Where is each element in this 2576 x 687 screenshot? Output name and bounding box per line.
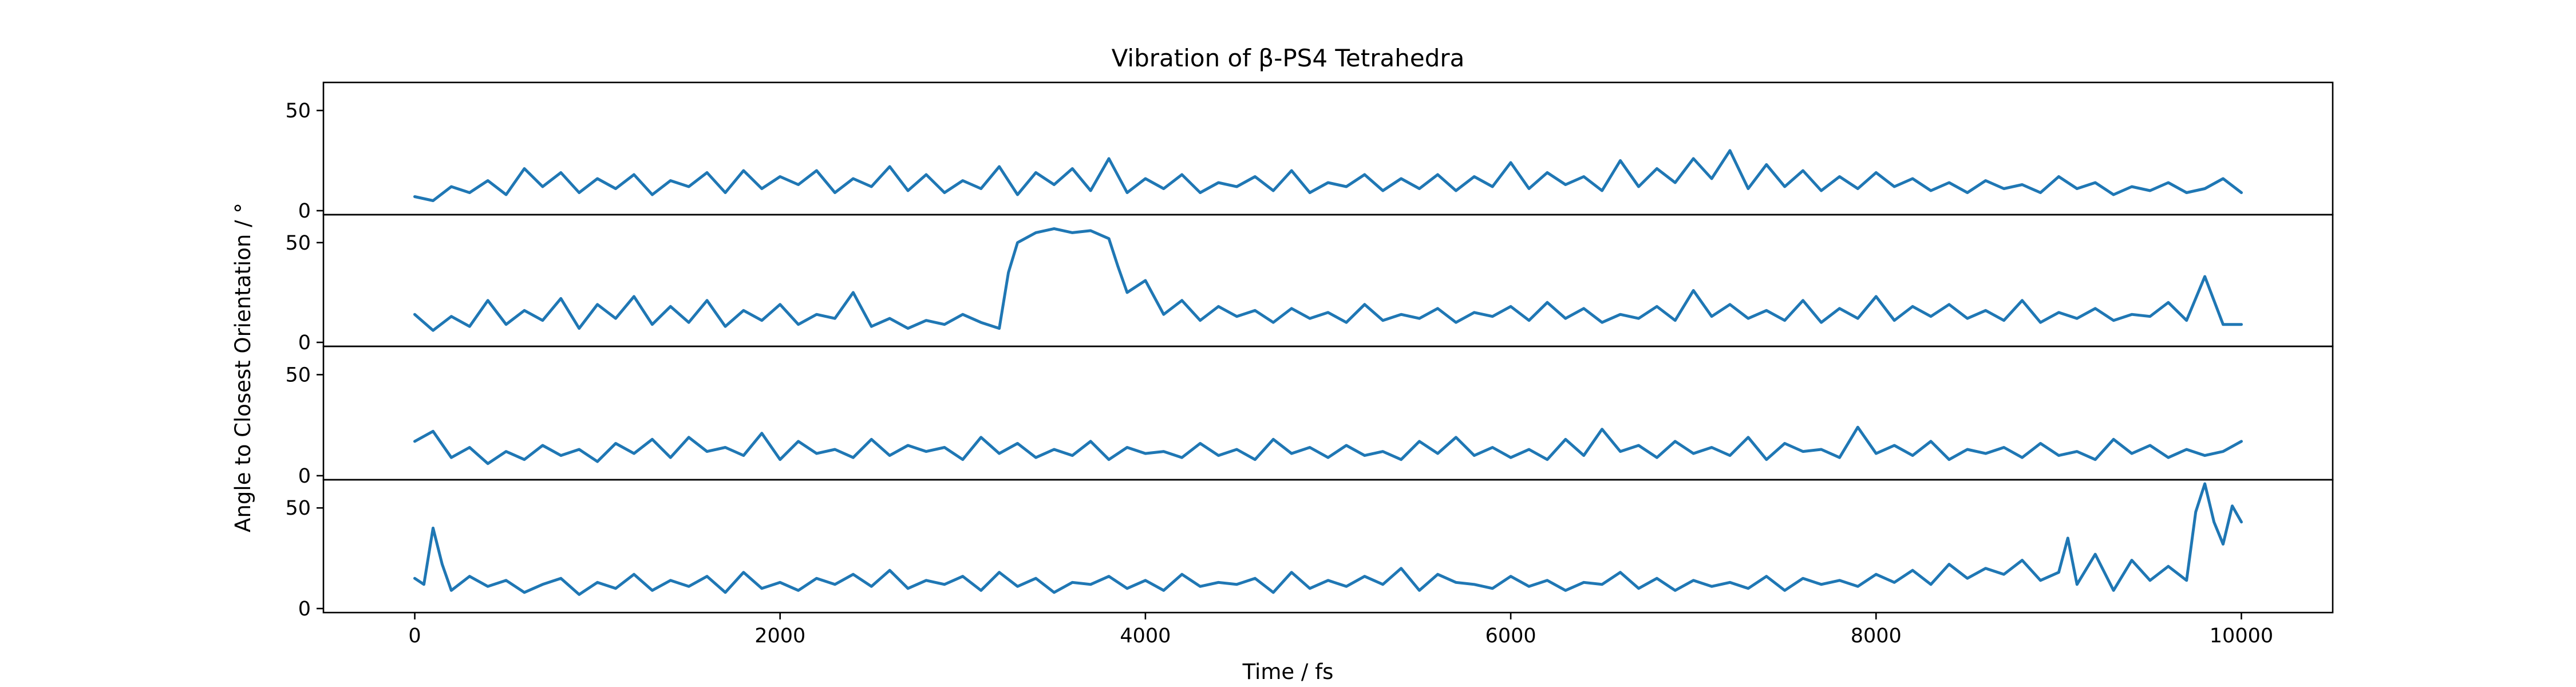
x-tick-label: 10000 xyxy=(2210,625,2273,647)
y-tick-label: 0 xyxy=(298,465,311,488)
x-tick-label: 4000 xyxy=(1120,625,1171,647)
panel-1: 0 50 xyxy=(285,81,2334,223)
y-tick-label: 50 xyxy=(285,100,311,123)
panel-4: 0 50 xyxy=(285,479,2334,621)
panel-4-frame xyxy=(322,479,2334,614)
x-axis: 0 2000 4000 6000 8000 10000 xyxy=(408,613,2273,647)
panel-3-frame xyxy=(322,345,2334,481)
y-tick-label: 50 xyxy=(285,497,311,520)
y-tick-label: 0 xyxy=(298,331,311,354)
x-tick-label: 0 xyxy=(408,625,421,647)
y-tick-label: 50 xyxy=(285,232,311,255)
x-tick-label: 2000 xyxy=(754,625,805,647)
y-axis-label: Angle to Closest Orientation / ° xyxy=(231,203,255,532)
y-tick-label: 0 xyxy=(298,598,311,621)
chart-title: Vibration of β-PS4 Tetrahedra xyxy=(1112,44,1465,72)
series-line-panel-3 xyxy=(413,425,2243,465)
series-line-panel-1 xyxy=(413,149,2243,202)
series-line-panel-2 xyxy=(413,227,2243,332)
series-line-panel-4 xyxy=(413,482,2243,596)
panel-3: 0 50 xyxy=(285,345,2334,488)
x-tick-label: 6000 xyxy=(1485,625,1536,647)
panel-2-frame xyxy=(322,214,2334,348)
x-tick-label: 8000 xyxy=(1851,625,1902,647)
y-tick-label: 0 xyxy=(298,200,311,223)
chart-panels: 0 50 0 50 0 50 0 50 xyxy=(285,81,2334,621)
panel-1-frame xyxy=(322,81,2334,216)
x-axis-label: Time / fs xyxy=(1242,660,1334,684)
y-tick-label: 50 xyxy=(285,364,311,386)
panel-2: 0 50 xyxy=(285,214,2334,354)
